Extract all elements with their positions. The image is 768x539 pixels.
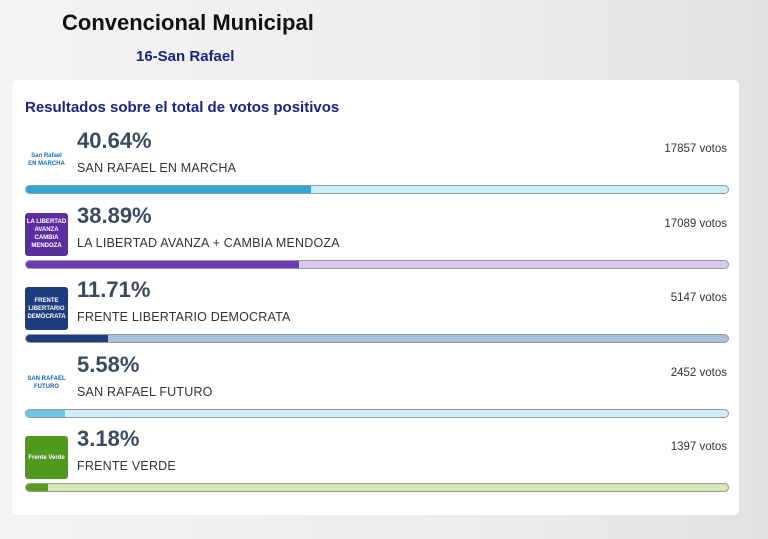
percent: 3.18%: [77, 426, 140, 451]
party-logo: FRENTE LIBERTARIO DEMÓCRATA: [25, 287, 68, 330]
results-card: Resultados sobre el total de votos posit…: [12, 80, 739, 515]
party-name: SAN RAFAEL EN MARCHA: [77, 161, 237, 175]
party-name: FRENTE LIBERTARIO DEMOCRATA: [77, 310, 291, 324]
bar-track: [25, 334, 729, 343]
party-name: LA LIBERTAD AVANZA + CAMBIA MENDOZA: [77, 235, 340, 250]
percent: 38.89%: [77, 202, 152, 228]
party-name: SAN RAFAEL FUTURO: [77, 384, 213, 399]
page-subtitle: 16-San Rafael: [136, 48, 235, 65]
logo-text: Frente Verde: [28, 454, 65, 461]
logo-text: DEMÓCRATA: [27, 313, 66, 320]
logo-text: FRENTE LIBERTARIO: [28, 297, 65, 312]
votes: 17089 votos: [664, 217, 727, 230]
logo-text: SAN RAFAEL: [27, 376, 66, 382]
party-logo: SAN RAFAEL FUTURO: [25, 361, 68, 405]
party-logo: Frente Verde: [25, 436, 68, 479]
party-logo: LA LIBERTAD AVANZA CAMBIA MENDOZA: [25, 212, 68, 256]
logo-text: EN MARCHA: [28, 160, 65, 167]
logo-text: San Rafael: [31, 152, 62, 159]
percent: 5.58%: [77, 351, 140, 377]
votes: 1397 votos: [670, 441, 727, 453]
bar-track: [25, 483, 729, 492]
bar: [26, 335, 109, 342]
logo-text: FUTURO: [34, 384, 59, 390]
bar: [26, 186, 312, 193]
bar: [26, 409, 66, 417]
percent: 40.64%: [77, 128, 152, 153]
bar: [26, 260, 299, 268]
bar-track: [25, 259, 729, 269]
party-name: FRENTE VERDE: [77, 459, 176, 473]
bar-track: [25, 408, 729, 418]
logo-text: LA LIBERTAD AVANZA: [26, 219, 67, 233]
page-title: Convencional Municipal: [62, 10, 314, 35]
votes: 2452 votos: [670, 366, 727, 379]
card-title: Resultados sobre el total de votos posit…: [25, 99, 340, 116]
votes: 5147 votos: [670, 292, 727, 304]
bar-track: [25, 185, 729, 194]
bar: [26, 484, 49, 491]
party-logo: San Rafael EN MARCHA: [25, 138, 68, 181]
votes: 17857 votos: [664, 143, 727, 155]
percent: 11.71%: [77, 277, 151, 302]
logo-text: CAMBIA MENDOZA: [31, 235, 62, 249]
